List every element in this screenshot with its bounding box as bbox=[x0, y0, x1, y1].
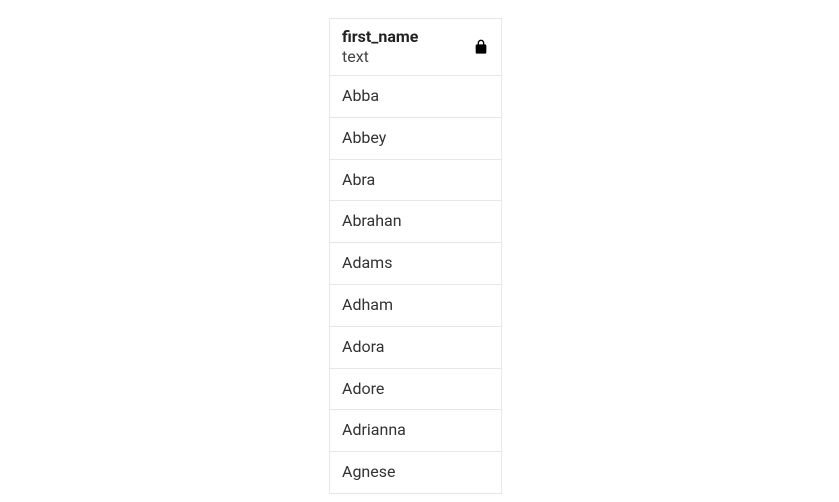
table-row[interactable]: Abba bbox=[330, 76, 501, 118]
column-header-text: first_name text bbox=[342, 27, 418, 67]
cell-value: Abra bbox=[342, 170, 375, 189]
table-row[interactable]: Agnese bbox=[330, 452, 501, 493]
cell-value: Adrianna bbox=[342, 420, 406, 439]
table-row[interactable]: Adore bbox=[330, 369, 501, 411]
cell-value: Adora bbox=[342, 337, 384, 356]
cell-value: Adore bbox=[342, 379, 384, 398]
cell-value: Abbey bbox=[342, 128, 386, 147]
cell-value: Agnese bbox=[342, 462, 395, 481]
table-row[interactable]: Adora bbox=[330, 327, 501, 369]
table-row[interactable]: Adams bbox=[330, 243, 501, 285]
table-row[interactable]: Adrianna bbox=[330, 410, 501, 452]
column-type: text bbox=[342, 47, 418, 67]
cell-value: Abrahan bbox=[342, 211, 402, 230]
table-row[interactable]: Abrahan bbox=[330, 201, 501, 243]
table-row[interactable]: Abra bbox=[330, 160, 501, 202]
cell-value: Abba bbox=[342, 86, 379, 105]
cell-value: Adams bbox=[342, 253, 392, 272]
data-column: first_name text Abba Abbey Abra Abrahan … bbox=[329, 18, 502, 494]
lock-icon bbox=[473, 39, 489, 55]
column-header[interactable]: first_name text bbox=[330, 19, 501, 76]
column-name: first_name bbox=[342, 27, 418, 47]
table-row[interactable]: Adham bbox=[330, 285, 501, 327]
cell-value: Adham bbox=[342, 295, 393, 314]
table-row[interactable]: Abbey bbox=[330, 118, 501, 160]
